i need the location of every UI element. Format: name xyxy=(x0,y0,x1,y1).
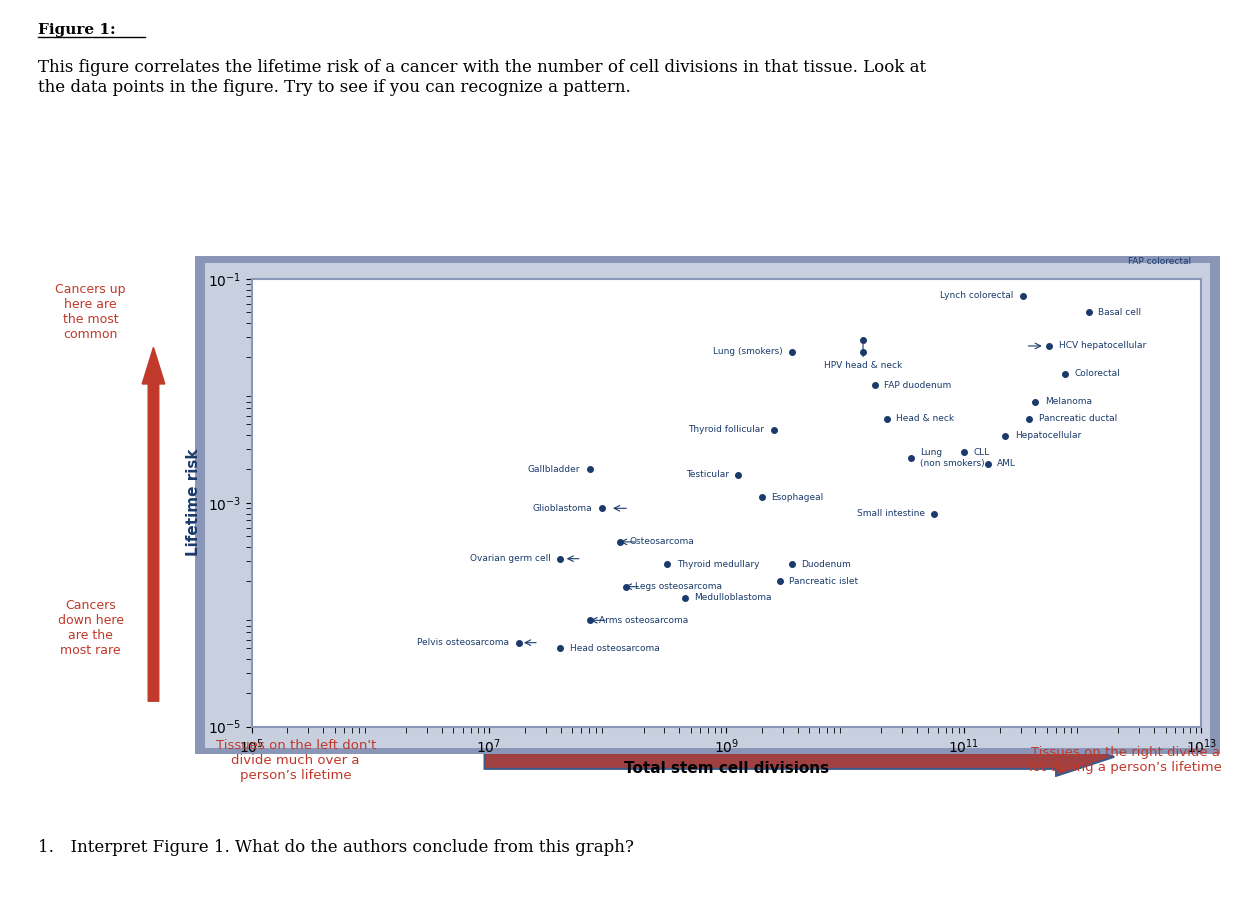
Text: Gallbladder: Gallbladder xyxy=(528,464,580,473)
X-axis label: Total stem cell divisions: Total stem cell divisions xyxy=(624,761,829,776)
Y-axis label: Lifetime risk: Lifetime risk xyxy=(186,449,201,557)
Text: Medulloblastoma: Medulloblastoma xyxy=(694,593,772,602)
Text: Pancreatic islet: Pancreatic islet xyxy=(790,577,858,586)
Text: Thyroid medullary: Thyroid medullary xyxy=(677,559,759,569)
Text: CLL: CLL xyxy=(974,448,990,457)
Text: Testicular: Testicular xyxy=(686,470,728,479)
Text: Cancers up
here are
the most
common: Cancers up here are the most common xyxy=(55,283,126,341)
Text: Head & neck: Head & neck xyxy=(896,414,955,423)
Text: Cancers
down here
are the
most rare: Cancers down here are the most rare xyxy=(58,599,123,656)
Text: Osteosarcoma: Osteosarcoma xyxy=(629,537,694,547)
Text: Tissues on the right divide a
lot during a person’s lifetime: Tissues on the right divide a lot during… xyxy=(1029,747,1223,774)
Text: Glioblastoma: Glioblastoma xyxy=(532,504,593,513)
Text: Pelvis osteosarcoma: Pelvis osteosarcoma xyxy=(418,638,509,647)
Text: Lung
(non smokers): Lung (non smokers) xyxy=(920,448,985,468)
Text: Ovarian germ cell: Ovarian germ cell xyxy=(470,554,551,563)
FancyArrow shape xyxy=(484,738,1115,776)
Text: HPV head & neck: HPV head & neck xyxy=(824,360,902,369)
Text: Lung (smokers): Lung (smokers) xyxy=(712,347,782,356)
Text: Esophageal: Esophageal xyxy=(771,493,824,502)
Text: Thyroid follicular: Thyroid follicular xyxy=(688,425,765,434)
FancyArrow shape xyxy=(142,347,165,701)
Text: Melanoma: Melanoma xyxy=(1044,398,1092,407)
Text: Tissues on the left don't
divide much over a
person’s lifetime: Tissues on the left don't divide much ov… xyxy=(215,739,376,782)
Text: AML: AML xyxy=(998,459,1016,468)
Text: Small intestine: Small intestine xyxy=(857,509,925,518)
Text: FAP duodenum: FAP duodenum xyxy=(884,380,951,389)
Text: HCV hepatocellular: HCV hepatocellular xyxy=(1059,342,1146,350)
Text: Legs osteosarcoma: Legs osteosarcoma xyxy=(635,582,722,591)
Text: Arms osteosarcoma: Arms osteosarcoma xyxy=(600,616,688,625)
Text: This figure correlates the lifetime risk of a cancer with the number of cell div: This figure correlates the lifetime risk… xyxy=(38,59,926,96)
Text: Duodenum: Duodenum xyxy=(801,559,852,569)
Text: Colorectal: Colorectal xyxy=(1074,369,1120,378)
Text: Pancreatic ductal: Pancreatic ductal xyxy=(1039,414,1117,423)
Text: Lynch colorectal: Lynch colorectal xyxy=(941,291,1014,300)
Text: 1. Interpret Figure 1. What do the authors conclude from this graph?: 1. Interpret Figure 1. What do the autho… xyxy=(38,839,634,856)
Text: Hepatocellular: Hepatocellular xyxy=(1015,431,1081,440)
Text: Basal cell: Basal cell xyxy=(1098,308,1141,317)
Text: FAP colorectal: FAP colorectal xyxy=(1127,258,1191,267)
Text: Figure 1:: Figure 1: xyxy=(38,23,116,37)
Text: Head osteosarcoma: Head osteosarcoma xyxy=(570,643,659,653)
